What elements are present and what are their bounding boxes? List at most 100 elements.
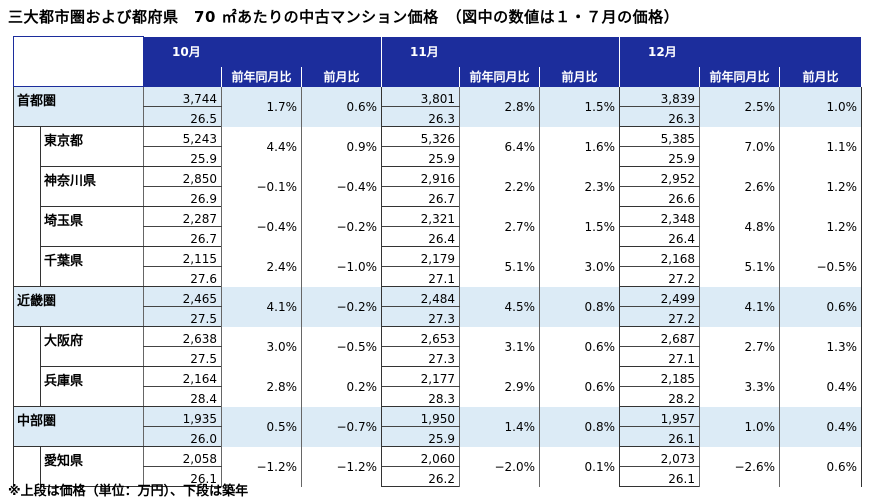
prefecture-name: 埼玉県 — [40, 206, 144, 247]
mom-value: −1.2% — [301, 446, 382, 487]
price-value: 2,287 — [143, 206, 222, 227]
indent-cell — [13, 446, 41, 487]
indent-cell — [13, 366, 41, 407]
table-row: 神奈川県 2,850 −0.1% −0.4% 2,916 2.2% 2.3% 2,952 2.6… — [13, 166, 862, 207]
header-month-12: 12月 — [619, 36, 862, 67]
price-value: 2,348 — [619, 206, 700, 227]
price-value: 2,115 — [143, 246, 222, 267]
mom-value: −0.4% — [301, 166, 382, 207]
yoy-value: −1.2% — [221, 446, 302, 487]
header-price-blank — [381, 66, 460, 87]
header-price-blank — [619, 66, 700, 87]
mom-value: 0.6% — [539, 326, 620, 367]
building-age-value: 26.7 — [143, 226, 222, 247]
building-age-value: 26.7 — [381, 186, 460, 207]
building-age-value: 25.9 — [143, 146, 222, 167]
building-age-value: 25.9 — [619, 146, 700, 167]
mom-value: 0.9% — [301, 126, 382, 167]
mom-value: 1.5% — [539, 206, 620, 247]
price-value: 2,321 — [381, 206, 460, 227]
mom-value: 0.8% — [539, 286, 620, 327]
yoy-value: 2.2% — [459, 166, 540, 207]
price-value: 2,499 — [619, 286, 700, 307]
table-row: 中部圏 1,935 0.5% −0.7% 1,950 1.4% 0.8% 1,957 1.0% 0… — [13, 406, 862, 447]
price-value: 3,744 — [143, 86, 222, 107]
table-row-age: 28.4 28.3 28.2 — [14, 386, 862, 407]
building-age-value: 26.5 — [143, 106, 222, 127]
price-value: 2,073 — [619, 446, 700, 467]
mom-value: −0.5% — [301, 326, 382, 367]
building-age-value: 27.1 — [619, 346, 700, 367]
yoy-value: 4.1% — [221, 286, 302, 327]
building-age-value: 27.2 — [619, 266, 700, 287]
region-name: 近畿圏 — [13, 286, 144, 327]
table-row: 近畿圏 2,465 4.1% −0.2% 2,484 4.5% 0.8% 2,499 4.1% 0… — [13, 286, 862, 327]
table-row-age: 26.1 26.2 26.1 — [14, 466, 862, 487]
mom-value: 0.6% — [301, 86, 382, 127]
yoy-value: 2.4% — [221, 246, 302, 287]
mom-value: −1.0% — [301, 246, 382, 287]
yoy-value: 2.7% — [699, 326, 780, 367]
building-age-value: 26.3 — [619, 106, 700, 127]
yoy-value: −0.4% — [221, 206, 302, 247]
mom-value: 0.8% — [539, 406, 620, 447]
price-value: 1,935 — [143, 406, 222, 427]
yoy-value: 2.8% — [459, 86, 540, 127]
table-row: 千葉県 2,115 2.4% −1.0% 2,179 5.1% 3.0% 2,168 5.1% −… — [13, 246, 862, 287]
price-value: 2,185 — [619, 366, 700, 387]
table-row-age: 27.5 27.3 27.2 — [14, 306, 862, 327]
indent-cell — [13, 246, 41, 287]
price-value: 2,179 — [381, 246, 460, 267]
yoy-value: 2.5% — [699, 86, 780, 127]
table-row: 東京都 5,243 4.4% 0.9% 5,326 6.4% 1.6% 5,385 7.0% 1.… — [13, 126, 862, 167]
building-age-value: 27.2 — [619, 306, 700, 327]
region-name: 首都圏 — [13, 86, 144, 127]
mom-value: 0.6% — [539, 366, 620, 407]
yoy-value: 0.5% — [221, 406, 302, 447]
table-row: 埼玉県 2,287 −0.4% −0.2% 2,321 2.7% 1.5% 2,348 4.8%… — [13, 206, 862, 247]
footnote: ※上段は価格（単位：万円）、下段は築年 — [8, 484, 249, 499]
header-month-11: 11月 — [381, 36, 620, 67]
prefecture-name: 神奈川県 — [40, 166, 144, 207]
building-age-value: 26.1 — [143, 466, 222, 487]
header-price-blank — [143, 66, 222, 87]
yoy-value: 2.9% — [459, 366, 540, 407]
building-age-value: 28.3 — [381, 386, 460, 407]
building-age-value: 25.9 — [381, 146, 460, 167]
yoy-value: −2.0% — [459, 446, 540, 487]
yoy-value: 2.6% — [699, 166, 780, 207]
indent-cell — [13, 166, 41, 207]
prefecture-name: 東京都 — [40, 126, 144, 167]
price-value: 5,326 — [381, 126, 460, 147]
table-row: 首都圏 3,744 1.7% 0.6% 3,801 2.8% 1.5% 3,839 2.5% 1.… — [13, 86, 862, 127]
mom-value: 1.0% — [779, 86, 862, 127]
building-age-value: 26.0 — [143, 426, 222, 447]
indent-cell — [13, 326, 41, 367]
price-value: 2,916 — [381, 166, 460, 187]
price-value: 3,801 — [381, 86, 460, 107]
mom-value: −0.2% — [301, 206, 382, 247]
price-value: 2,484 — [381, 286, 460, 307]
mom-value: 1.2% — [779, 206, 862, 247]
prefecture-name: 愛知県 — [40, 446, 144, 487]
yoy-value: 3.3% — [699, 366, 780, 407]
building-age-value: 27.1 — [381, 266, 460, 287]
building-age-value: 26.9 — [143, 186, 222, 207]
table-row: 兵庫県 2,164 2.8% 0.2% 2,177 2.9% 0.6% 2,185 3.3% 0.… — [13, 366, 862, 407]
table-row-age: 26.9 26.7 26.6 — [14, 186, 862, 207]
price-value: 2,952 — [619, 166, 700, 187]
region-name: 中部圏 — [13, 406, 144, 447]
price-value: 5,385 — [619, 126, 700, 147]
building-age-value: 27.5 — [143, 306, 222, 327]
table-row-age: 26.0 25.9 26.1 — [14, 426, 862, 447]
yoy-value: 2.8% — [221, 366, 302, 407]
prefecture-name: 大阪府 — [40, 326, 144, 367]
mom-value: 1.1% — [779, 126, 862, 167]
yoy-value: 7.0% — [699, 126, 780, 167]
yoy-value: 1.7% — [221, 86, 302, 127]
mom-value: 1.2% — [779, 166, 862, 207]
price-table: 10月 11月 12月 前年同月比 前月比 前年同月比 前月比 前年同月比 前月… — [13, 36, 862, 487]
price-value: 2,653 — [381, 326, 460, 347]
building-age-value: 26.1 — [619, 466, 700, 487]
header-yoy: 前年同月比 — [699, 66, 780, 87]
